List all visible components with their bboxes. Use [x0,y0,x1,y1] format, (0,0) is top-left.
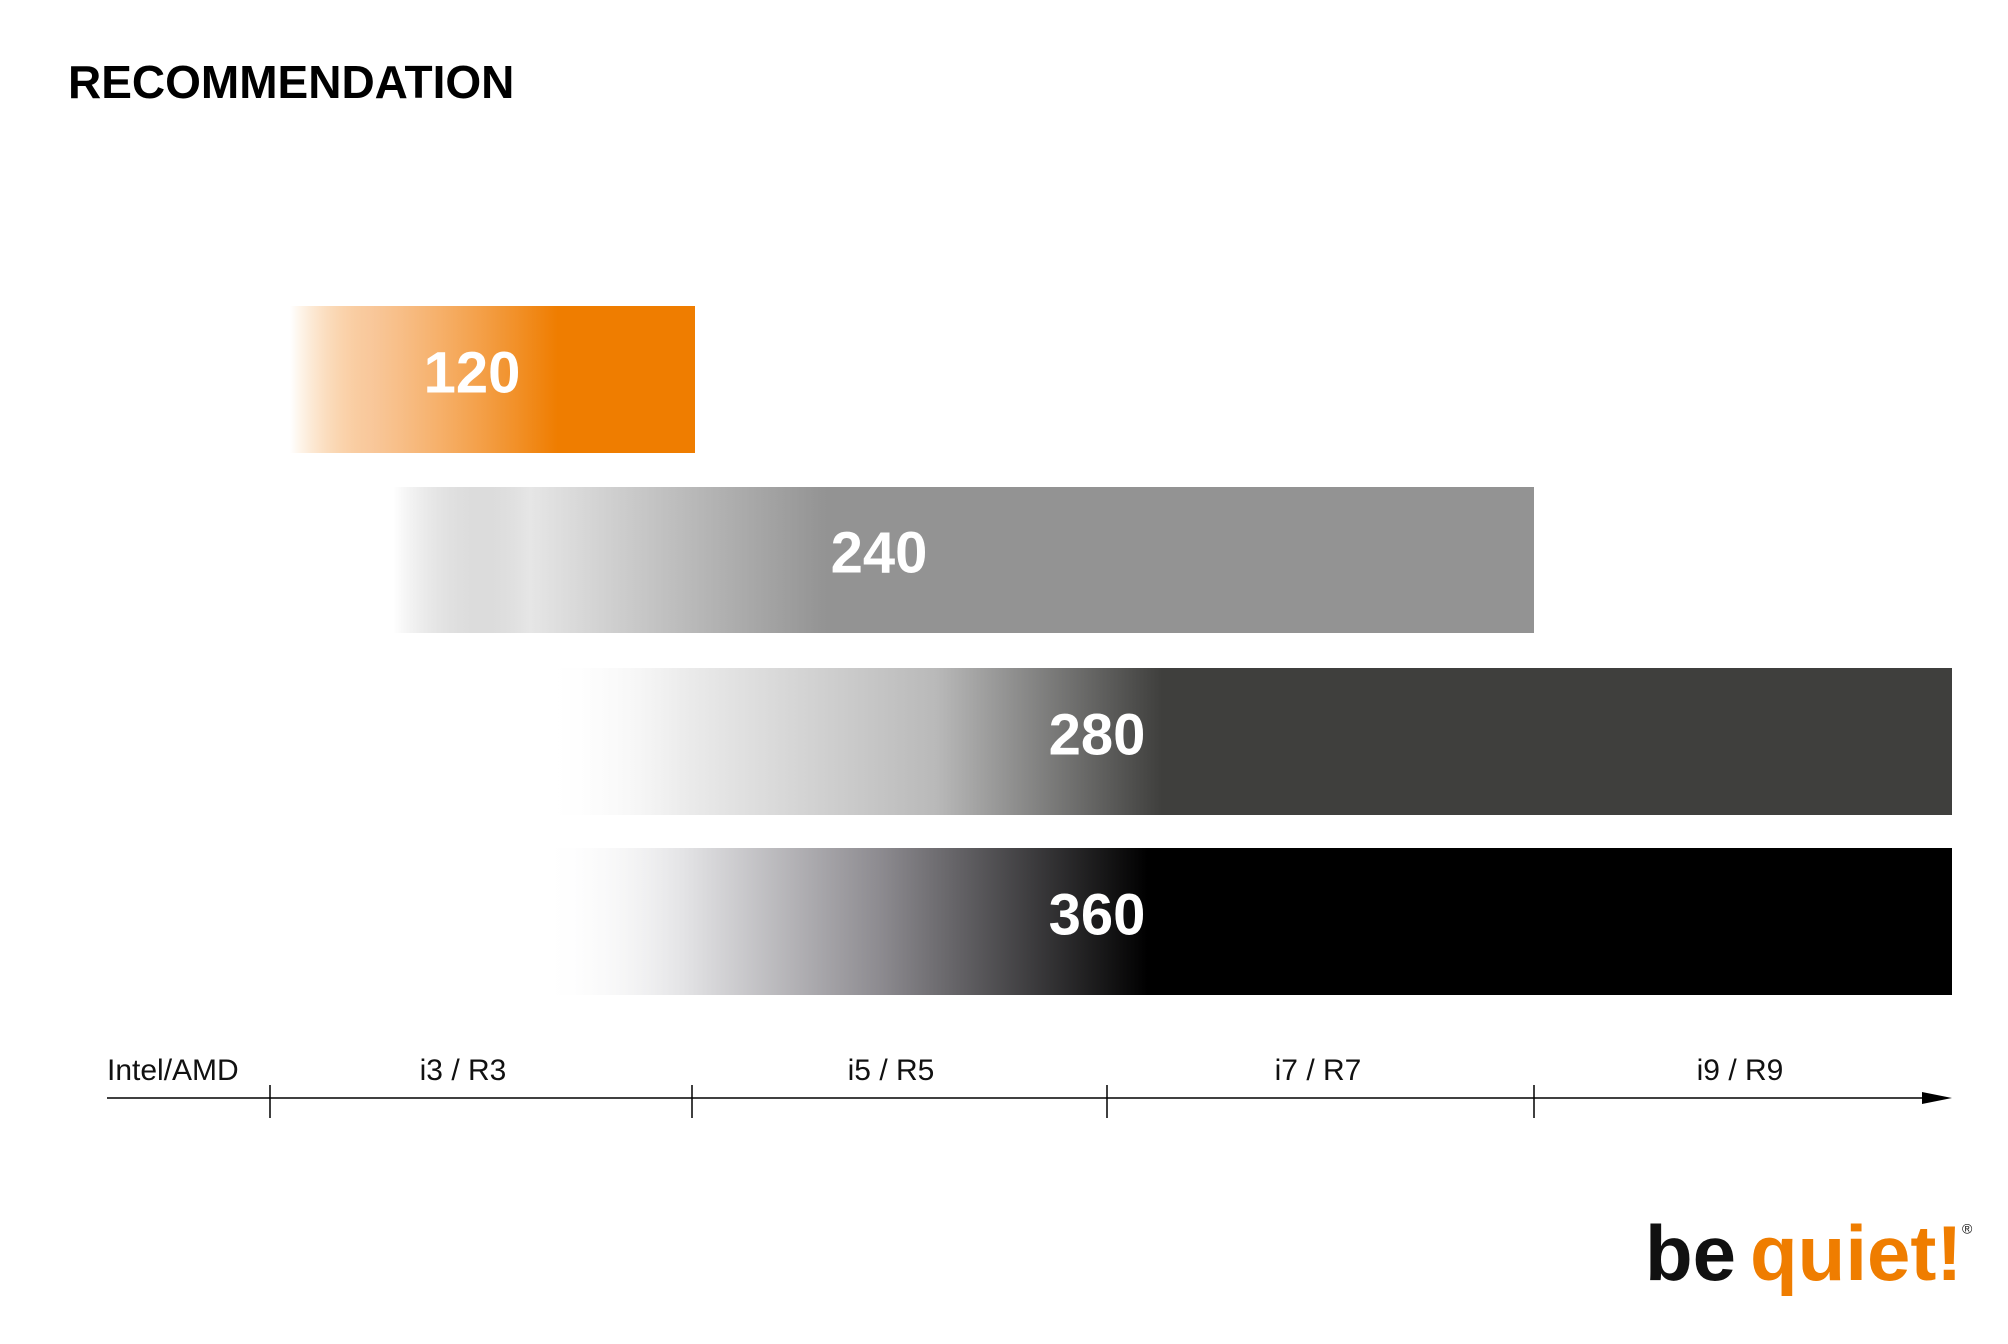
bar [393,487,1534,633]
bar [541,668,1952,815]
axis-label: i7 / R7 [1275,1054,1362,1087]
logo-mark: ® [1962,1221,1973,1237]
bar-label: 360 [1049,882,1146,947]
axis-arrow [1922,1092,1952,1104]
logo: be quiet! [1645,1209,1962,1297]
logo-second: quiet! [1750,1209,1962,1297]
axis-label: i9 / R9 [1697,1054,1784,1087]
bar-label: 120 [424,340,521,405]
bar [290,306,695,453]
title: RECOMMENDATION [68,56,514,108]
axis-label: i3 / R3 [420,1054,507,1087]
axis-label: i5 / R5 [848,1054,935,1087]
bar-label: 240 [831,520,928,585]
bar [541,848,1952,995]
logo-first: be [1645,1209,1736,1297]
bar-label: 280 [1049,702,1146,767]
axis-title: Intel/AMD [107,1054,239,1087]
